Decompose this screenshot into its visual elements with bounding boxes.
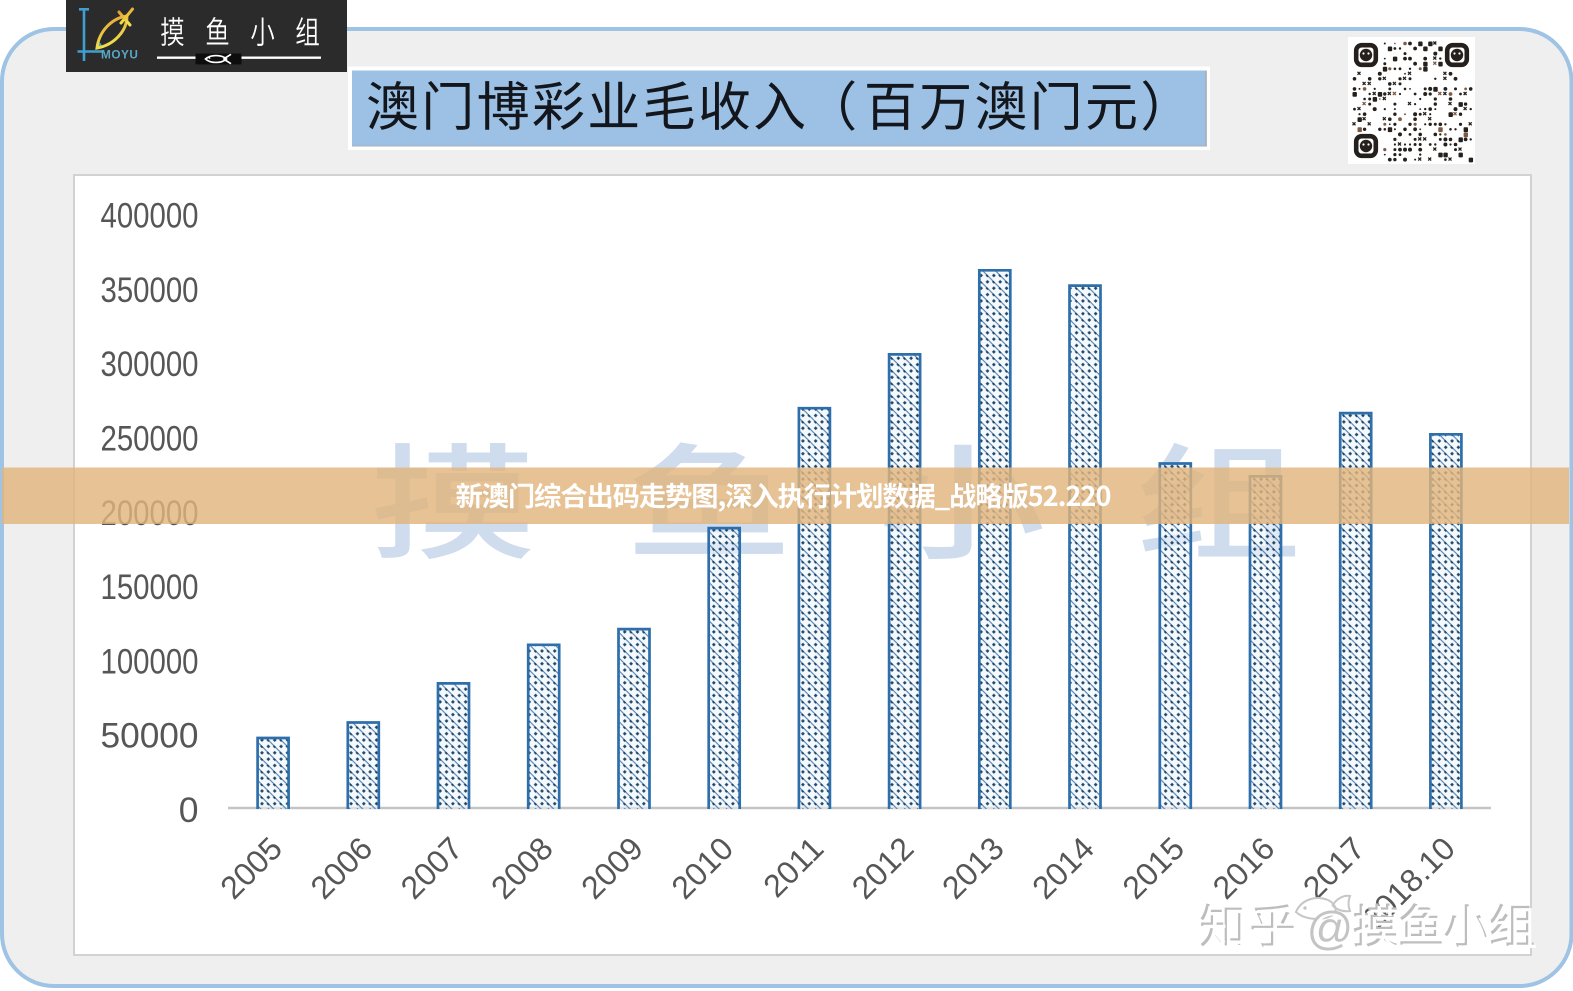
svg-text:100000: 100000 — [101, 641, 199, 681]
svg-text:300000: 300000 — [101, 344, 199, 384]
svg-text:400000: 400000 — [101, 196, 199, 236]
svg-text:@: @ — [1307, 902, 1354, 954]
svg-text:150000: 150000 — [101, 567, 199, 607]
svg-text:MOYU: MOYU — [101, 48, 138, 62]
svg-text:350000: 350000 — [101, 270, 199, 310]
svg-text:0: 0 — [179, 790, 199, 830]
svg-text:@: @ — [1309, 904, 1356, 956]
svg-text:250000: 250000 — [101, 419, 199, 459]
svg-text:50000: 50000 — [101, 716, 199, 756]
